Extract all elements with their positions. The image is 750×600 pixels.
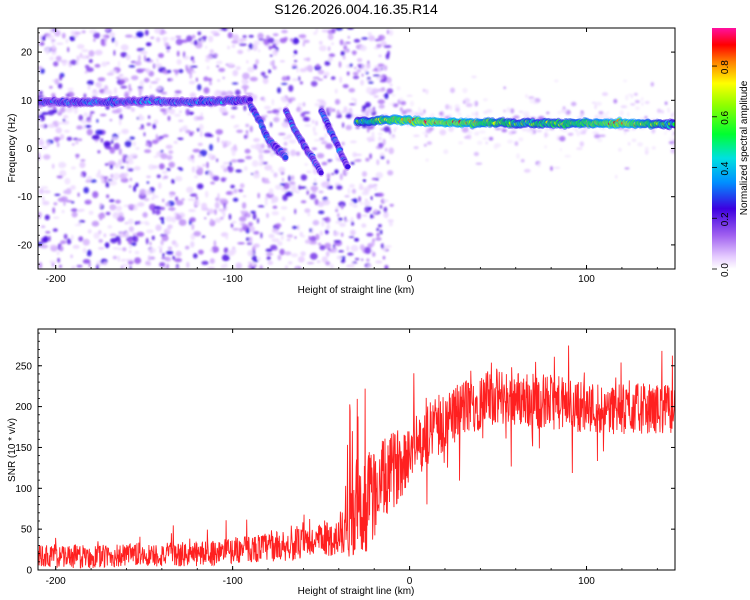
spectrogram-ytick-label: 0	[26, 144, 32, 155]
spectrogram-ylabel: Frequency (Hz)	[7, 114, 18, 183]
spectrogram-image	[38, 28, 675, 269]
colorbar-ticks: 0.0 0.2 0.4 0.6 0.8	[712, 60, 731, 277]
snr-xtick-label: 0	[407, 576, 413, 587]
spectrogram-ridge	[317, 106, 351, 171]
snr-xtick-label: 100	[578, 576, 595, 587]
spectrogram-ytick-label: -20	[18, 240, 33, 251]
spectrogram-xtick-label: -200	[46, 274, 66, 285]
snr-xtick-label: -100	[223, 576, 243, 587]
spectrogram-ridge	[353, 114, 675, 131]
snr-panel: -200 -100 0 100 0 50 100 150 200 250 SNR (10 * v/…	[7, 328, 676, 597]
spectrogram-xtick-label: -100	[223, 274, 243, 285]
spectrogram-ridge	[282, 106, 325, 177]
snr-xtick-label: -200	[46, 576, 66, 587]
figure-title: S126.2026.004.16.35.R14	[274, 1, 438, 17]
colorbar-tick-label: 0.2	[720, 212, 731, 226]
snr-xlabel: Height of straight line (km)	[298, 586, 415, 597]
spectrogram-ytick-label: 10	[21, 96, 33, 107]
spectrogram-ridge	[247, 100, 289, 162]
snr-ytick-label: 100	[15, 484, 32, 495]
spectrogram-xtick-label: 100	[578, 274, 595, 285]
colorbar-label: Normalized spectral amplitude	[739, 80, 750, 215]
colorbar-tick-label: 0.8	[720, 60, 731, 74]
spectrogram-ytick-label: -10	[18, 192, 33, 203]
colorbar: 0.0 0.2 0.4 0.6 0.8 Normalized spectral ampl…	[712, 28, 750, 277]
snr-ticks: -200 -100 0 100 0 50 100 150 200 250	[15, 329, 675, 587]
snr-ytick-label: 200	[15, 402, 32, 413]
snr-ytick-label: 150	[15, 443, 32, 454]
colorbar-scale	[712, 28, 736, 269]
spectrogram-xlabel: Height of straight line (km)	[298, 285, 415, 296]
spectrogram-xtick-label: 0	[407, 274, 413, 285]
spectrogram-ridge	[38, 94, 254, 109]
spectrogram-noise	[38, 28, 675, 269]
snr-frame	[37, 328, 676, 571]
snr-ytick-label: 50	[21, 525, 33, 536]
colorbar-tick-label: 0.6	[720, 110, 731, 124]
snr-ytick-label: 0	[26, 566, 32, 577]
snr-background	[38, 329, 675, 570]
snr-series-line	[38, 345, 675, 569]
colorbar-tick-label: 0.0	[720, 263, 731, 277]
snr-ylabel: SNR (10 * v/v)	[7, 418, 18, 482]
spectrogram-ytick-label: 20	[21, 48, 33, 59]
snr-ytick-label: 250	[15, 361, 32, 372]
colorbar-tick-label: 0.4	[720, 161, 731, 175]
